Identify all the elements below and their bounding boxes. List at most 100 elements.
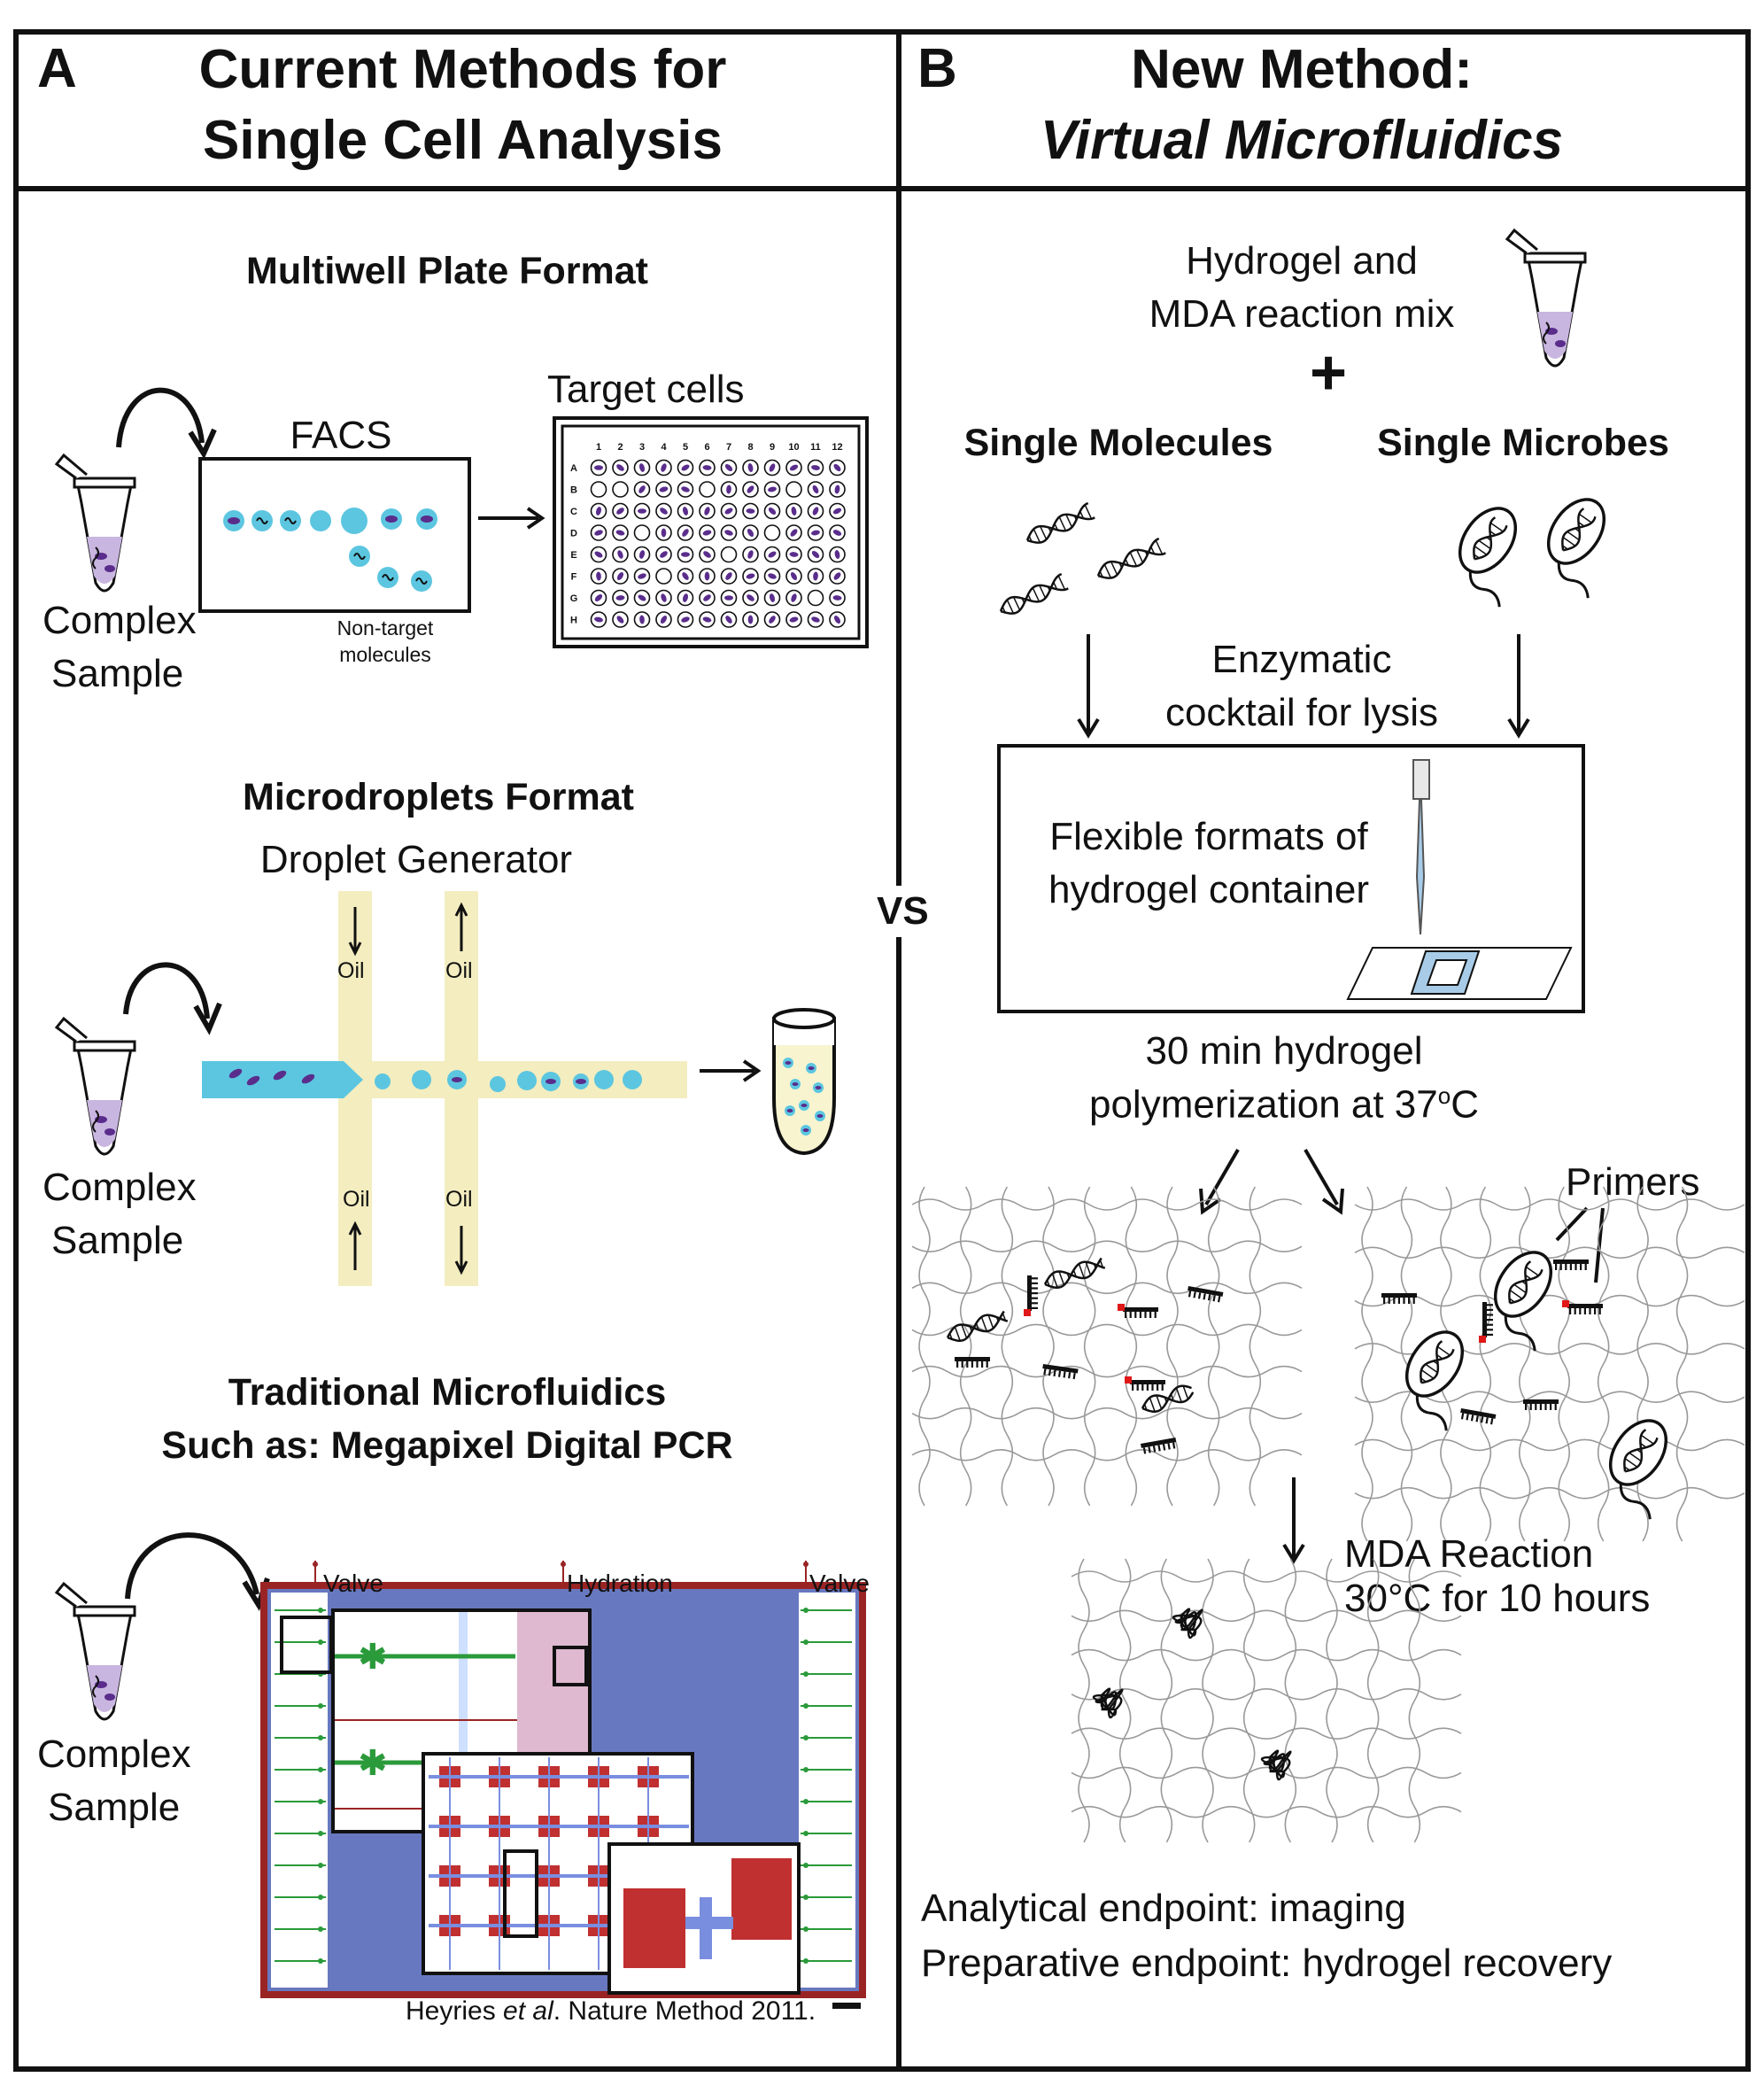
valve-label-right: Valve (809, 1570, 870, 1597)
svg-text:1: 1 (596, 442, 601, 453)
polymerization-unit: C (1451, 1082, 1479, 1127)
endpoint-analytical: Analytical endpoint: imaging (921, 1887, 1406, 1930)
svg-text:6: 6 (704, 442, 709, 453)
microdroplets-sample-line1: Complex (43, 1166, 197, 1209)
svg-text:3: 3 (639, 442, 645, 453)
droplet-generator-chip (202, 891, 687, 1286)
arrow-microbes-down (1507, 634, 1530, 739)
multiwell-sample-line2: Sample (51, 652, 184, 695)
panel-b-header-divider (896, 186, 1751, 191)
panel-b-letter: B (917, 38, 957, 99)
multiwell-title: Multiwell Plate Format (246, 250, 648, 292)
svg-text:11: 11 (810, 442, 821, 453)
panel-b-title-line2: Virtual Microfluidics (1040, 110, 1564, 171)
flexible-line1: Flexible formats of (1049, 815, 1368, 858)
microfluidics-sample-line1: Complex (37, 1732, 191, 1776)
panel-a-letter: A (37, 38, 77, 99)
svg-text:E: E (570, 550, 576, 561)
mda-line1: MDA Reaction (1344, 1532, 1594, 1576)
panel-a-title-line1: Current Methods for (198, 39, 727, 100)
oil-label-bottom-right: Oil (445, 1187, 473, 1212)
svg-text:5: 5 (683, 442, 688, 453)
arrow-split-left (1199, 1148, 1240, 1215)
microbe-icons (1458, 498, 1606, 608)
arrow-to-collection-tube (700, 1059, 762, 1082)
svg-text:✱: ✱ (358, 1743, 388, 1784)
hydration-label: Hydration (567, 1570, 673, 1597)
svg-text:12: 12 (832, 442, 842, 453)
vs-label: VS (875, 886, 931, 937)
microfluidics-title-line1: Traditional Microfluidics (228, 1371, 667, 1414)
oil-label-top-left: Oil (337, 958, 365, 983)
svg-text:G: G (570, 593, 578, 604)
svg-text:C: C (570, 507, 577, 517)
panel-a-title-line2: Single Cell Analysis (203, 110, 723, 171)
enzymatic-line1: Enzymatic (1211, 638, 1392, 681)
curved-arrow-2 (123, 962, 222, 1035)
hydrogel-mesh-molecules (911, 1186, 1303, 1507)
hydrogel-mesh-amplified (1071, 1558, 1462, 1843)
hydrogel-container-box (997, 744, 1585, 1013)
polymerization-text: polymerization at 37 (1088, 1082, 1438, 1127)
citation: Heyries et al. Nature Method 2011. (406, 1996, 816, 2027)
arrow-molecules-down (1077, 634, 1100, 739)
megapixel-chip-image: ✱ ✱ (260, 1561, 866, 1998)
single-molecules-label: Single Molecules (963, 422, 1273, 464)
svg-text:8: 8 (747, 442, 753, 453)
curved-arrow-1 (116, 387, 217, 460)
facs-label: FACS (290, 414, 392, 457)
endpoint-preparative: Preparative endpoint: hydrogel recovery (921, 1942, 1613, 1985)
primers-label: Primers (1566, 1160, 1700, 1204)
dna-icons (999, 501, 1166, 615)
polymerization-line1: 30 min hydrogel (1145, 1029, 1423, 1073)
microdroplets-sample-line2: Sample (51, 1219, 184, 1262)
tube-icon-1 (54, 453, 136, 593)
oil-label-bottom-left: Oil (343, 1187, 370, 1212)
microdroplets-title: Microdroplets Format (243, 776, 634, 818)
facs-droplets (223, 508, 437, 592)
oil-label-top-right: Oil (445, 958, 473, 983)
target-cells-label: Target cells (547, 368, 745, 411)
panel-b-title-line1: New Method: (1131, 39, 1473, 100)
svg-text:4: 4 (661, 442, 667, 453)
tube-icon-4 (1505, 228, 1587, 368)
svg-text:H: H (570, 616, 577, 626)
scale-bar (832, 2003, 861, 2009)
plus-sign: + (1309, 337, 1348, 408)
svg-text:F: F (571, 572, 577, 583)
droplet-generator-label: Droplet Generator (259, 838, 573, 881)
svg-text:D: D (570, 529, 577, 539)
svg-text:9: 9 (770, 442, 775, 453)
facs-box (198, 457, 471, 613)
enzymatic-line2: cocktail for lysis (1164, 691, 1439, 734)
svg-text:✱: ✱ (358, 1637, 388, 1678)
multiwell-sample-line1: Complex (43, 599, 197, 642)
arrow-split-right (1304, 1148, 1344, 1215)
svg-text:A: A (570, 463, 577, 474)
hydrogel-line2: MDA reaction mix (1149, 292, 1455, 336)
hydrogel-mesh-microbes (1354, 1186, 1745, 1542)
tube-icon-2 (54, 1016, 136, 1156)
microfluidics-title-line2: Such as: Megapixel Digital PCR (161, 1424, 733, 1467)
nontarget-line2: molecules (339, 643, 431, 666)
single-microbes-label: Single Microbes (1377, 422, 1669, 464)
flexible-line2: hydrogel container (1048, 868, 1369, 911)
collection-tube-icon (772, 1008, 836, 1156)
svg-text:2: 2 (617, 442, 623, 453)
hydrogel-line1: Hydrogel and (1186, 239, 1418, 283)
citation-authors: Heyries (406, 1996, 504, 2026)
tube-icon-3 (54, 1581, 136, 1721)
citation-journal: . Nature Method 2011. (553, 1996, 816, 2026)
citation-et-al: et al (503, 1996, 553, 2026)
panel-a-header-divider (13, 186, 901, 191)
svg-text:7: 7 (726, 442, 731, 453)
nontarget-line1: Non-target (337, 616, 434, 639)
valve-label-left: Valve (323, 1570, 383, 1597)
svg-text:B: B (570, 485, 577, 496)
panel-b-frame (896, 29, 1751, 2072)
arrow-to-mda (1282, 1477, 1305, 1564)
microfluidics-sample-line2: Sample (48, 1786, 181, 1829)
polymerization-sup: o (1437, 1082, 1451, 1109)
